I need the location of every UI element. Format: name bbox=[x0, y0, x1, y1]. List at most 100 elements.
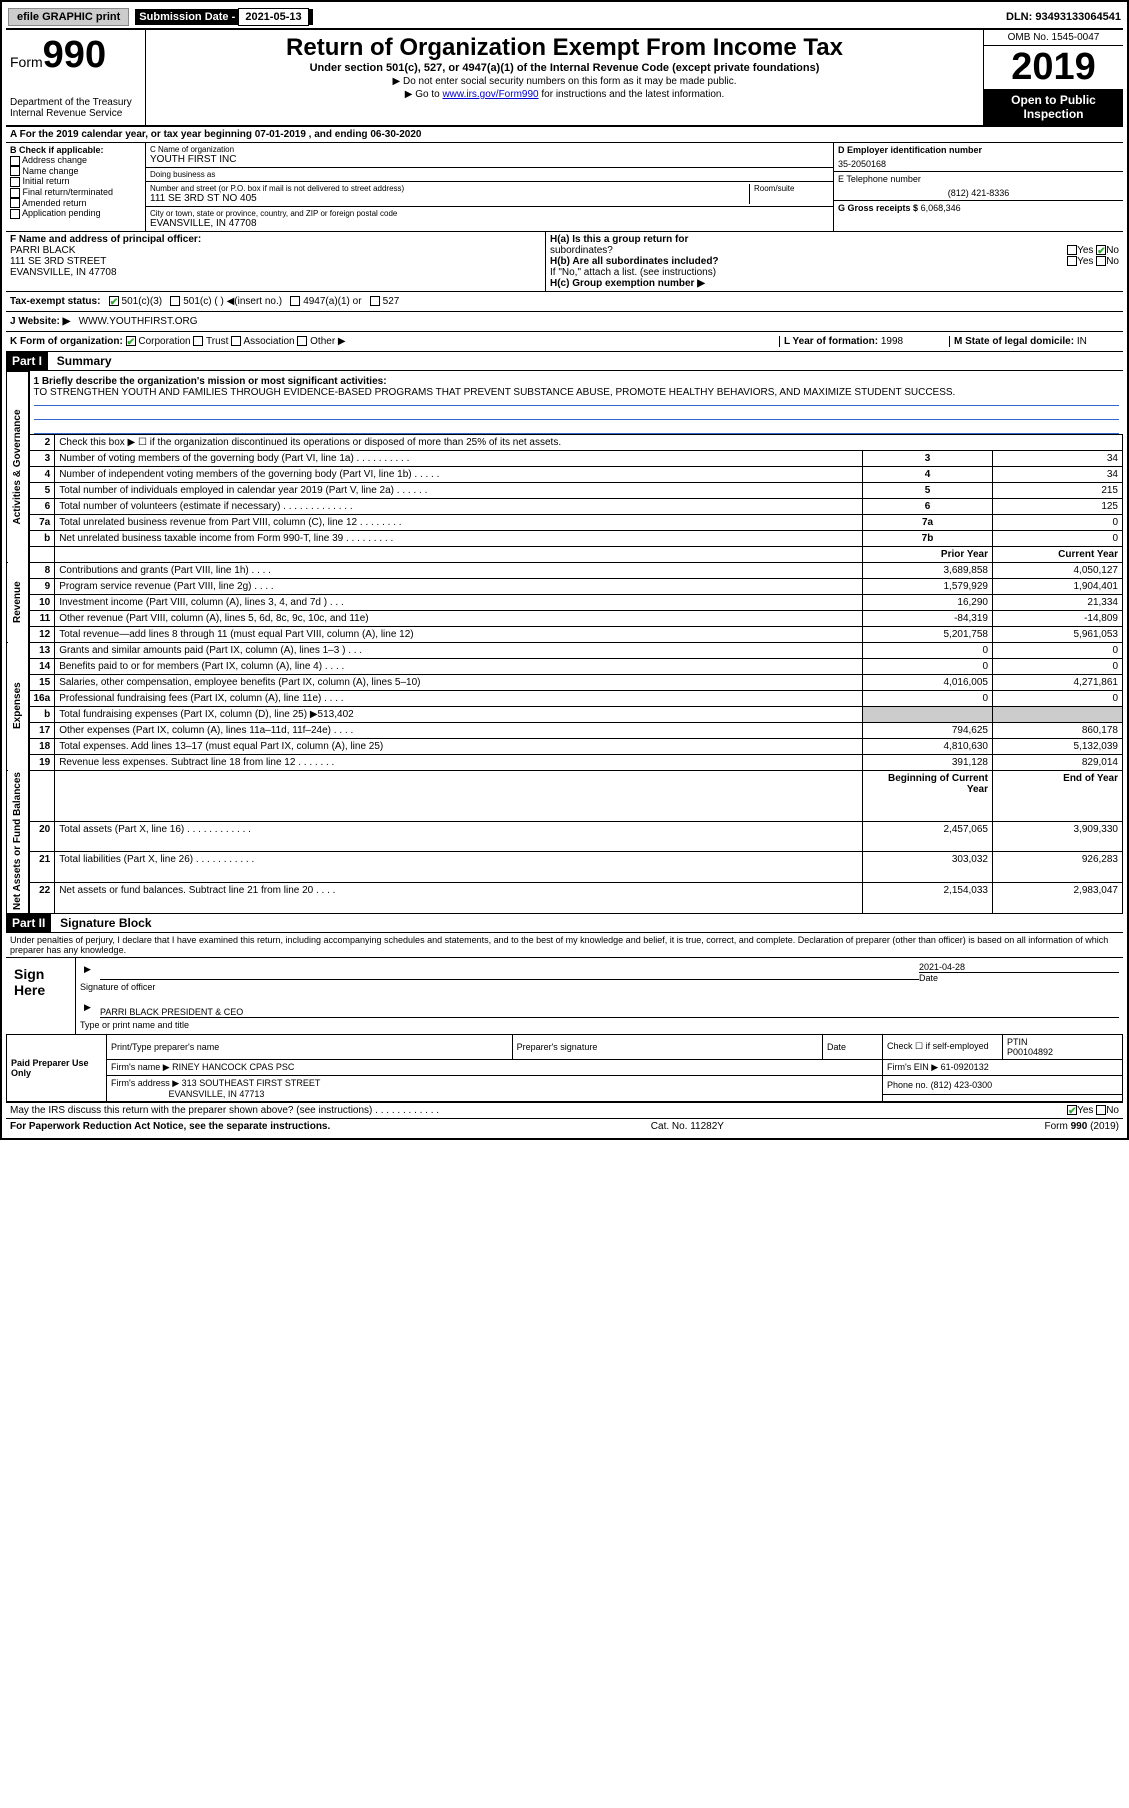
cb-name[interactable]: Name change bbox=[10, 166, 141, 177]
firm-name-label: Firm's name ▶ bbox=[111, 1062, 170, 1072]
cb-501c3[interactable]: ✔ bbox=[109, 296, 119, 306]
year-line: A For the 2019 calendar year, or tax yea… bbox=[6, 127, 1123, 143]
partII-title: Signature Block bbox=[54, 914, 157, 932]
efile-button[interactable]: efile GRAPHIC print bbox=[8, 8, 129, 26]
gross-receipts: 6,068,346 bbox=[921, 203, 961, 213]
addr-label: Number and street (or P.O. box if mail i… bbox=[150, 184, 749, 193]
side-exp: Expenses bbox=[7, 642, 29, 770]
firm-ein-label: Firm's EIN ▶ bbox=[887, 1062, 938, 1072]
cb-final[interactable]: Final return/terminated bbox=[10, 187, 141, 198]
paid-preparer-label: Paid Preparer Use Only bbox=[7, 1034, 107, 1101]
L-label: L Year of formation: bbox=[784, 336, 878, 347]
cb-address[interactable]: Address change bbox=[10, 155, 141, 166]
side-rev: Revenue bbox=[7, 562, 29, 642]
side-na: Net Assets or Fund Balances bbox=[7, 770, 29, 913]
colB-header: B Check if applicable: bbox=[10, 145, 104, 155]
telephone: (812) 421-8336 bbox=[838, 188, 1119, 198]
footer-mid: Cat. No. 11282Y bbox=[651, 1121, 724, 1132]
beg-year-hdr: Beginning of Current Year bbox=[863, 770, 993, 821]
dept-label: Department of the Treasury Internal Reve… bbox=[10, 97, 141, 119]
org-name: YOUTH FIRST INC bbox=[150, 154, 829, 165]
dba-label: Doing business as bbox=[150, 170, 829, 179]
note-2: ▶ Go to www.irs.gov/Form990 for instruct… bbox=[150, 89, 979, 100]
officer-label: F Name and address of principal officer: bbox=[10, 234, 201, 245]
print-name-label: Type or print name and title bbox=[80, 1020, 189, 1030]
prep-check-label: Check ☐ if self-employed bbox=[883, 1034, 1003, 1059]
M-label: M State of legal domicile: bbox=[954, 336, 1074, 347]
inspection-label: Open to Public Inspection bbox=[984, 89, 1123, 125]
tel-label: E Telephone number bbox=[838, 174, 921, 184]
officer-name: PARRI BLACK bbox=[10, 245, 75, 256]
sig-date-label: Date bbox=[919, 973, 938, 983]
sig-officer-label: Signature of officer bbox=[80, 982, 155, 992]
year-formation: 1998 bbox=[881, 336, 903, 347]
irs-link[interactable]: www.irs.gov/Form990 bbox=[442, 89, 538, 100]
discuss-yes[interactable]: ✔ bbox=[1067, 1105, 1077, 1115]
ptin-label: PTIN bbox=[1007, 1037, 1028, 1047]
firm-name: RINEY HANCOCK CPAS PSC bbox=[172, 1062, 294, 1072]
ein-label: D Employer identification number bbox=[838, 145, 982, 155]
cb-corp[interactable]: ✔ bbox=[126, 336, 136, 346]
omb-number: OMB No. 1545-0047 bbox=[984, 30, 1123, 46]
ein: 35-2050168 bbox=[838, 159, 1119, 169]
phone: (812) 423-0300 bbox=[931, 1080, 993, 1090]
Hb-label: H(b) Are all subordinates included? bbox=[550, 256, 719, 267]
officer-addr2: EVANSVILLE, IN 47708 bbox=[10, 267, 117, 278]
prep-date-label: Date bbox=[823, 1034, 883, 1059]
phone-label: Phone no. bbox=[887, 1080, 928, 1090]
Hb-note: If "No," attach a list. (see instruction… bbox=[550, 267, 1119, 278]
cb-trust[interactable] bbox=[193, 336, 203, 346]
org-city: EVANSVILLE, IN 47708 bbox=[150, 218, 829, 229]
form-number: Form990 bbox=[10, 34, 141, 77]
website: WWW.YOUTHFIRST.ORG bbox=[79, 316, 198, 327]
partII-header: Part II bbox=[6, 914, 51, 932]
cb-amended[interactable]: Amended return bbox=[10, 198, 141, 209]
footer-right: Form 990 (2019) bbox=[1045, 1121, 1119, 1132]
form-subtitle: Under section 501(c), 527, or 4947(a)(1)… bbox=[150, 62, 979, 74]
cb-other[interactable] bbox=[297, 336, 307, 346]
discuss-question: May the IRS discuss this return with the… bbox=[10, 1105, 439, 1116]
q1: 1 Briefly describe the organization's mi… bbox=[34, 376, 387, 387]
cb-527[interactable] bbox=[370, 296, 380, 306]
sig-date: 2021-04-28 bbox=[919, 962, 965, 972]
prep-name-label: Print/Type preparer's name bbox=[107, 1034, 513, 1059]
footer-left: For Paperwork Reduction Act Notice, see … bbox=[10, 1121, 330, 1132]
org-address: 111 SE 3RD ST NO 405 bbox=[150, 193, 749, 204]
form-title: Return of Organization Exempt From Incom… bbox=[150, 34, 979, 62]
partI-title: Summary bbox=[51, 352, 118, 370]
cb-501c[interactable] bbox=[170, 296, 180, 306]
prep-sig-label: Preparer's signature bbox=[512, 1034, 822, 1059]
end-year-hdr: End of Year bbox=[993, 770, 1123, 821]
discuss-no[interactable] bbox=[1096, 1105, 1106, 1115]
state-domicile: IN bbox=[1077, 336, 1087, 347]
sign-here-label: Sign Here bbox=[6, 958, 76, 1034]
tax-year: 2019 bbox=[984, 46, 1123, 89]
cb-assoc[interactable] bbox=[231, 336, 241, 346]
org-name-label: C Name of organization bbox=[150, 145, 829, 154]
Hc-label: H(c) Group exemption number ▶ bbox=[550, 278, 705, 289]
city-label: City or town, state or province, country… bbox=[150, 209, 829, 218]
cb-4947[interactable] bbox=[290, 296, 300, 306]
prior-year-hdr: Prior Year bbox=[863, 546, 993, 562]
firm-addr: 313 SOUTHEAST FIRST STREET bbox=[182, 1078, 321, 1088]
cb-pending[interactable]: Application pending bbox=[10, 208, 141, 219]
gross-label: G Gross receipts $ bbox=[838, 203, 918, 213]
note-1: ▶ Do not enter social security numbers o… bbox=[150, 76, 979, 87]
mission-text: TO STRENGTHEN YOUTH AND FAMILIES THROUGH… bbox=[34, 387, 956, 398]
K-label: K Form of organization: bbox=[10, 336, 123, 347]
side-ag: Activities & Governance bbox=[7, 372, 29, 563]
dln: DLN: 93493133064541 bbox=[1006, 11, 1121, 23]
firm-city: EVANSVILLE, IN 47713 bbox=[169, 1089, 265, 1099]
curr-year-hdr: Current Year bbox=[993, 546, 1123, 562]
Ha-label: H(a) Is this a group return for bbox=[550, 234, 688, 245]
submission-label: Submission Date - 2021-05-13 bbox=[135, 9, 312, 25]
officer-print-name: PARRI BLACK PRESIDENT & CEO bbox=[100, 1007, 243, 1017]
firm-addr-label: Firm's address ▶ bbox=[111, 1078, 179, 1088]
officer-addr1: 111 SE 3RD STREET bbox=[10, 256, 106, 267]
partI-header: Part I bbox=[6, 352, 48, 370]
J-label: J Website: ▶ bbox=[10, 316, 70, 327]
firm-ein: 61-0920132 bbox=[941, 1062, 989, 1072]
ptin: P00104892 bbox=[1007, 1047, 1053, 1057]
cb-initial[interactable]: Initial return bbox=[10, 176, 141, 187]
declaration: Under penalties of perjury, I declare th… bbox=[6, 933, 1123, 957]
